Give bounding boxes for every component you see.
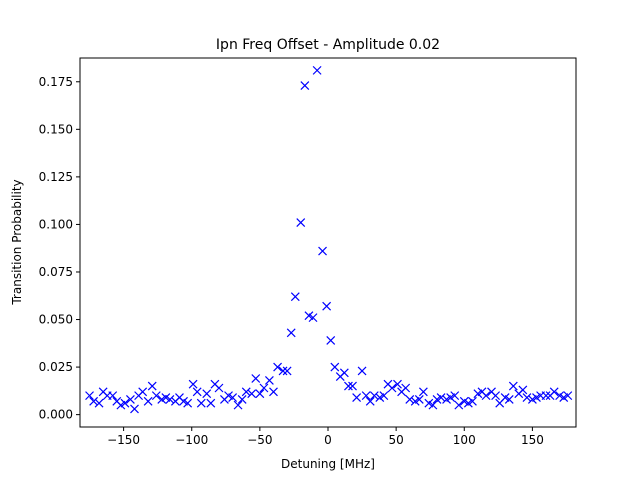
data-point <box>206 398 216 408</box>
data-point <box>481 391 491 401</box>
data-point <box>352 393 362 402</box>
data-point <box>393 379 402 389</box>
x-tick-label: 100 <box>453 433 476 447</box>
data-point <box>300 81 310 91</box>
data-point <box>414 394 424 404</box>
y-tick-label: 0.175 <box>39 75 73 89</box>
data-point <box>143 396 153 406</box>
data-point <box>401 383 411 393</box>
data-point <box>89 396 99 406</box>
data-point <box>94 398 104 408</box>
data-point <box>273 362 283 372</box>
data-point <box>436 393 446 402</box>
data-point <box>450 391 460 401</box>
y-axis-label: Transition Probability <box>10 179 24 305</box>
data-point <box>147 381 157 391</box>
data-point <box>491 391 501 401</box>
x-tick-label: 50 <box>388 433 403 447</box>
chart-title: Ipn Freq Offset - Amplitude 0.02 <box>216 37 440 53</box>
data-point <box>138 387 148 397</box>
data-point <box>361 391 371 401</box>
data-point <box>308 313 318 323</box>
data-point <box>237 394 247 404</box>
data-point <box>290 292 300 302</box>
plot-frame <box>79 57 577 428</box>
data-point <box>326 336 336 345</box>
data-point <box>405 394 415 404</box>
data-point <box>278 366 288 376</box>
y-tick-label: 0.075 <box>39 265 73 279</box>
data-point <box>202 389 212 399</box>
data-point <box>504 394 514 404</box>
data-point <box>125 394 135 404</box>
y-tick-label: 0.000 <box>39 408 73 422</box>
data-point <box>286 328 296 338</box>
data-point <box>165 394 175 404</box>
data-point <box>264 375 274 385</box>
data-point <box>339 368 349 378</box>
data-point <box>468 396 477 406</box>
data-point <box>228 393 238 402</box>
data-point <box>541 391 551 401</box>
data-point <box>369 391 379 401</box>
data-point <box>282 366 292 376</box>
x-tick-label: 0 <box>324 433 332 447</box>
data-point <box>312 65 322 75</box>
data-point <box>549 387 559 397</box>
x-tick-label: −50 <box>247 433 272 447</box>
data-point <box>522 393 532 402</box>
y-tick-label: 0.125 <box>39 170 73 184</box>
data-point <box>247 389 257 399</box>
data-point <box>379 391 389 401</box>
data-point <box>344 381 353 391</box>
data-point <box>196 398 206 408</box>
data-point <box>296 218 306 227</box>
data-point <box>255 389 265 399</box>
y-tick-label: 0.025 <box>39 360 73 374</box>
data-points <box>85 65 573 414</box>
data-point <box>357 366 367 376</box>
y-axis: 0.000 0.025 0.050 0.075 0.100 0.125 0.150 0.175 <box>39 75 80 422</box>
data-point <box>130 404 139 414</box>
data-point <box>387 383 397 393</box>
data-point <box>259 383 269 393</box>
y-tick-label: 0.100 <box>39 217 73 231</box>
y-tick-label: 0.050 <box>39 313 73 327</box>
data-point <box>85 391 94 401</box>
data-point <box>330 362 340 372</box>
data-point <box>518 385 528 395</box>
data-point <box>269 387 278 397</box>
x-axis-label: Detuning [MHz] <box>281 457 375 471</box>
data-point <box>251 374 261 383</box>
data-point <box>454 400 464 410</box>
data-point <box>192 387 202 397</box>
y-tick-label: 0.150 <box>39 122 73 136</box>
data-point <box>214 383 224 393</box>
data-point <box>322 301 332 311</box>
data-point <box>428 400 438 410</box>
data-point <box>563 391 573 401</box>
x-tick-label: 150 <box>521 433 544 447</box>
data-point <box>233 400 243 410</box>
x-tick-label: −100 <box>175 433 208 447</box>
data-point <box>318 246 327 256</box>
data-point <box>508 381 518 391</box>
data-point <box>188 379 198 389</box>
data-point <box>418 387 428 397</box>
data-point <box>365 396 375 406</box>
data-point <box>241 387 251 397</box>
data-point <box>151 391 161 401</box>
data-point <box>120 398 130 408</box>
x-tick-label: −150 <box>107 433 140 447</box>
x-axis: −150 −100 −50 0 50 100 150 <box>107 427 544 447</box>
data-point <box>348 381 357 391</box>
data-point <box>108 391 118 401</box>
data-point <box>183 398 193 408</box>
